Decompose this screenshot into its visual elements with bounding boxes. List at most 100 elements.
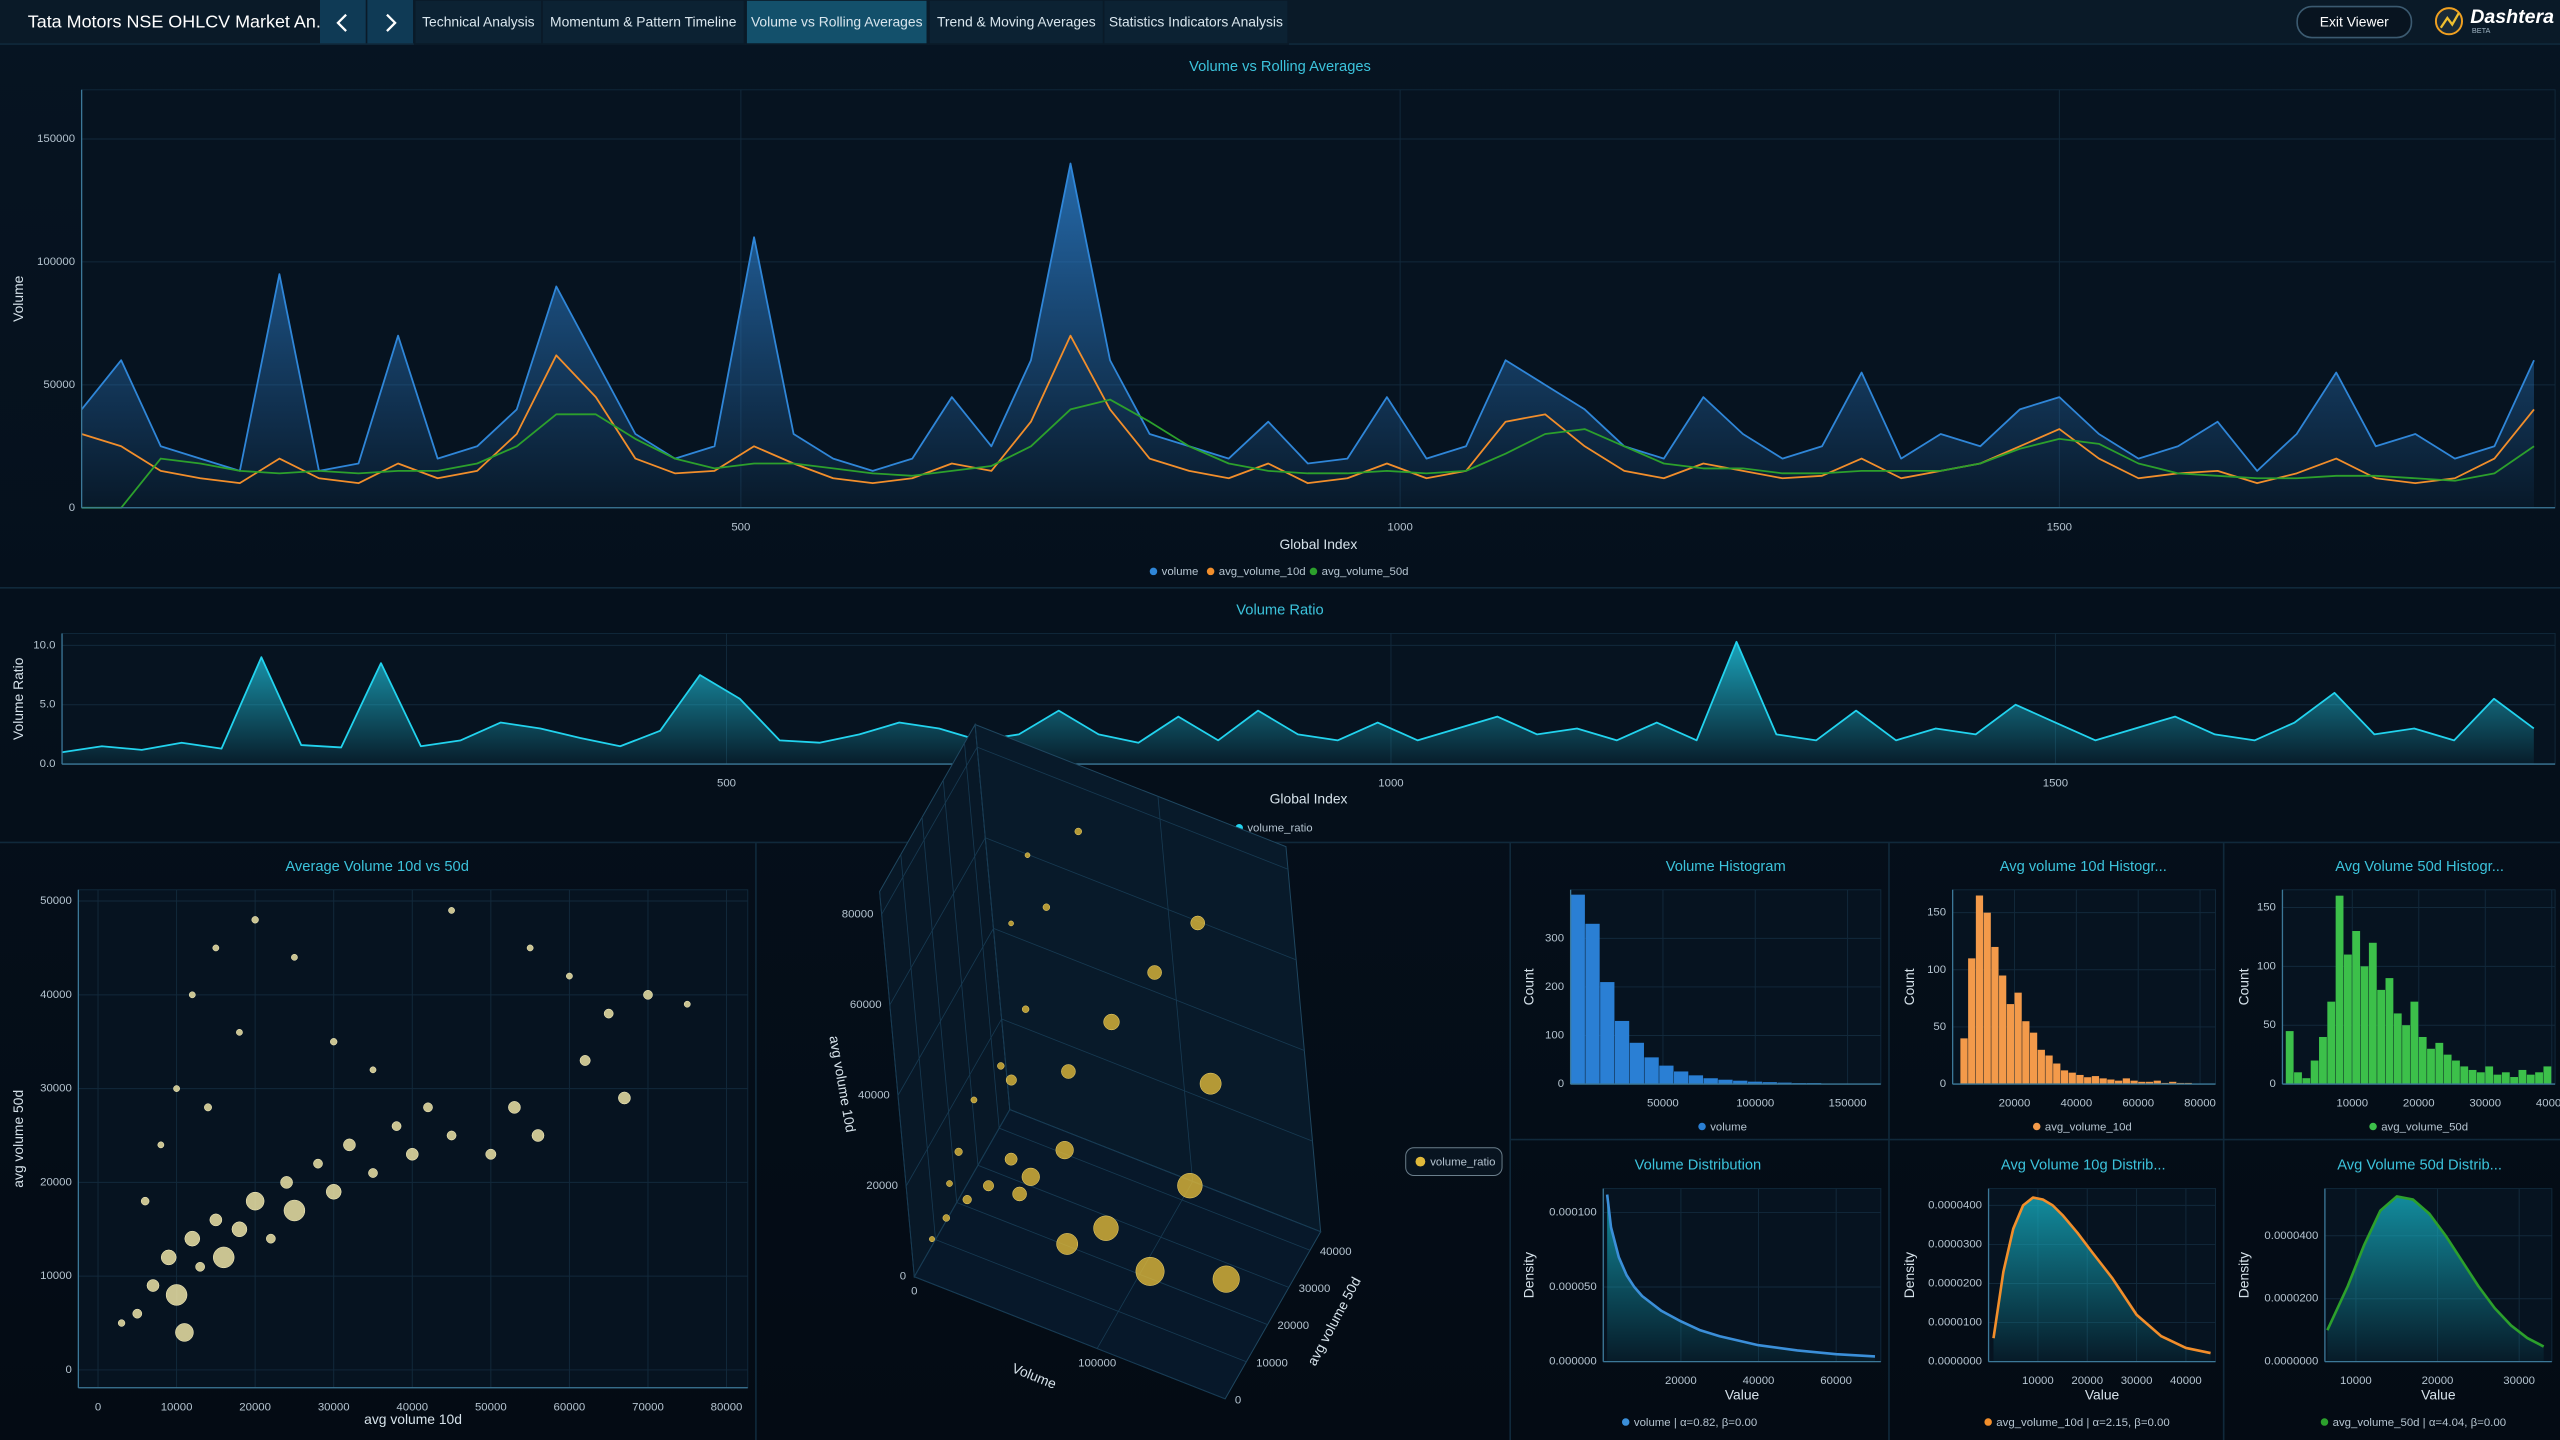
histogram-bar [2485,1066,2494,1085]
legend-swatch [1206,567,1215,576]
histogram-bar [2107,1079,2115,1085]
tab[interactable] [1102,0,1289,45]
histogram-bar [1733,1080,1748,1085]
scatter-point [173,1085,180,1092]
legend-swatch [1698,1122,1706,1131]
tab[interactable] [928,0,1105,45]
x-tick-label: 30000 [2469,1098,2501,1110]
histogram-bar [2053,1063,2061,1085]
histogram-bar [2468,1069,2477,1085]
chart-title: Volume Ratio [1236,602,1323,618]
x-tick-label: 100000 [1078,1357,1116,1369]
scatter-point [423,1102,433,1113]
legend-swatch [2320,1418,2329,1426]
tab-label: Momentum & Pattern Timeline [550,14,737,30]
y-axis-label: Density [1520,1252,1536,1298]
series-line [61,640,2535,754]
x-tick-label: 0 [911,1285,917,1297]
y-tick-label: 20000 [40,1176,72,1188]
x-tick-label: 30000 [2503,1375,2535,1387]
y-axis-label: avg volume 50d [10,1090,26,1188]
legend-swatch [1415,1156,1426,1167]
legend-label: volume [1710,1121,1747,1133]
histogram-bar [2294,1072,2302,1085]
series-line [81,398,2535,509]
y-tick-label: 50 [2263,1019,2276,1031]
y-tick-label: 40000 [858,1090,890,1102]
series-line [1992,1196,2211,1355]
scatter-point [165,1284,188,1306]
x-tick-label: 70000 [632,1401,664,1413]
histogram-bar [1991,946,1999,1085]
scatter-point [391,1121,402,1131]
scatter-point [245,1191,265,1211]
z-tick-label: 30000 [1299,1283,1331,1295]
histogram-bar [1999,975,2007,1085]
scatter-point [213,1246,235,1269]
scatter-point [508,1101,521,1114]
y-tick-label: 40000 [40,989,72,1001]
legend-swatch [1984,1418,1992,1426]
nav-forward[interactable] [367,0,414,45]
x-tick-label: 1000 [1387,521,1412,533]
y-tick-label: 0 [1940,1078,1946,1090]
scatter3d-point [946,1180,953,1187]
scatter-point [603,1008,614,1019]
grid-line [879,891,1226,1400]
x-tick-label: 50000 [475,1401,507,1413]
nav-back[interactable] [320,0,366,45]
histogram-bar [2335,895,2344,1085]
x-tick-label: 80000 [711,1401,743,1413]
histogram-bar [2060,1070,2069,1085]
y-tick-label: 0.0 [40,758,56,770]
scatter3d-point [1056,1233,1079,1255]
chart-title: Average Volume 10d vs 50d [285,859,468,875]
x-tick-label: 60000 [554,1401,586,1413]
scatter-point [280,1176,293,1189]
scatter-point [251,916,259,924]
histogram-bar [1975,895,1984,1085]
y-tick-label: 0.000050 [1549,1281,1597,1293]
scatter3d-point [962,1195,972,1205]
x-axis-label: Global Index [1279,536,1357,552]
histogram-bar [1614,1020,1630,1085]
tab[interactable] [745,0,929,45]
scatter3d-point [983,1180,994,1192]
scatter-point [204,1103,212,1112]
x-tick-label: 1500 [2043,778,2068,790]
histogram-bar [2526,1074,2535,1085]
legend-label: avg_volume_50d [2381,1121,2468,1133]
scatter-point [368,1168,378,1178]
series-line [80,162,2535,472]
tab[interactable] [541,0,746,45]
histogram-bar [1585,923,1600,1085]
tab[interactable] [413,0,543,45]
scatter3d-point [1008,920,1014,927]
scatter-point [369,1066,377,1074]
histogram-bar [2091,1076,2100,1085]
histogram-bar [2393,1013,2402,1085]
x-axis-label: avg volume 10d [364,1411,462,1427]
scatter3d-point [929,1236,935,1243]
histogram-bar [2122,1078,2130,1085]
x-tick-label: 20000 [2422,1375,2454,1387]
legend-box [1405,1147,1503,1176]
exit-button[interactable] [2296,5,2413,39]
grid-line [900,854,1247,1363]
scatter3d-point [1177,1173,1203,1199]
histogram-bar [1777,1082,1792,1085]
chart-title: Avg Volume 10g Distrib... [2001,1158,2166,1174]
y-axis-label: Count [1901,968,1917,1005]
x-tick-label: 60000 [1820,1375,1852,1387]
histogram-bar [2099,1078,2107,1085]
tab-label: Volume vs Rolling Averages [751,14,923,30]
area-fill [81,163,2535,508]
scatter3d-point [1199,1072,1222,1095]
legend-label: avg_volume_10d [2045,1121,2132,1133]
y-tick-label: 5.0 [40,699,56,711]
scatter3d-point [942,1214,950,1222]
y-axis-label: Density [1901,1252,1917,1298]
histogram-bar [2385,978,2394,1085]
histogram-bar [2327,1001,2336,1085]
nav-back-icon [336,13,347,32]
